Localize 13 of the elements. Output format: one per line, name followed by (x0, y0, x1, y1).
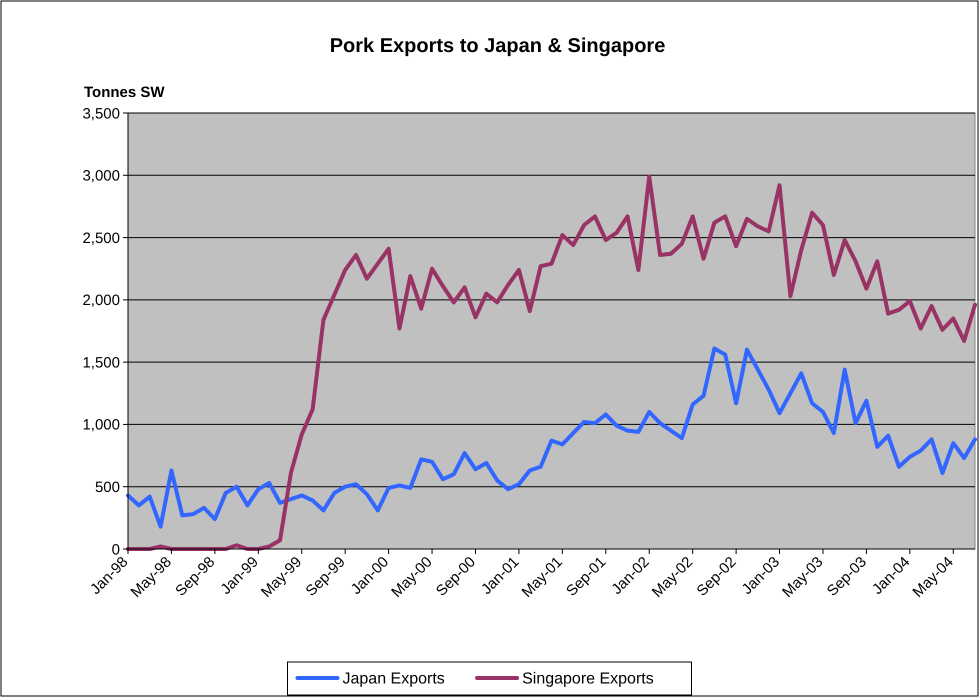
legend-label: Singapore Exports (522, 670, 654, 688)
y-tick-label: 3,500 (82, 105, 120, 122)
y-tick-label: 2,500 (82, 230, 120, 247)
y-axis-title: Tonnes SW (84, 84, 166, 101)
y-tick-label: 500 (94, 478, 120, 496)
line-series (126, 346, 977, 529)
y-tick-label: 3,000 (82, 168, 120, 185)
legend-label: Japan Exports (342, 670, 445, 688)
y-tick-label: 2,000 (82, 292, 120, 310)
y-tick-label: 1,000 (82, 416, 120, 434)
chart-title: Pork Exports to Japan & Singapore (330, 35, 666, 57)
y-tick-label: 0 (112, 541, 120, 558)
y-tick-label: 1,500 (82, 354, 120, 372)
